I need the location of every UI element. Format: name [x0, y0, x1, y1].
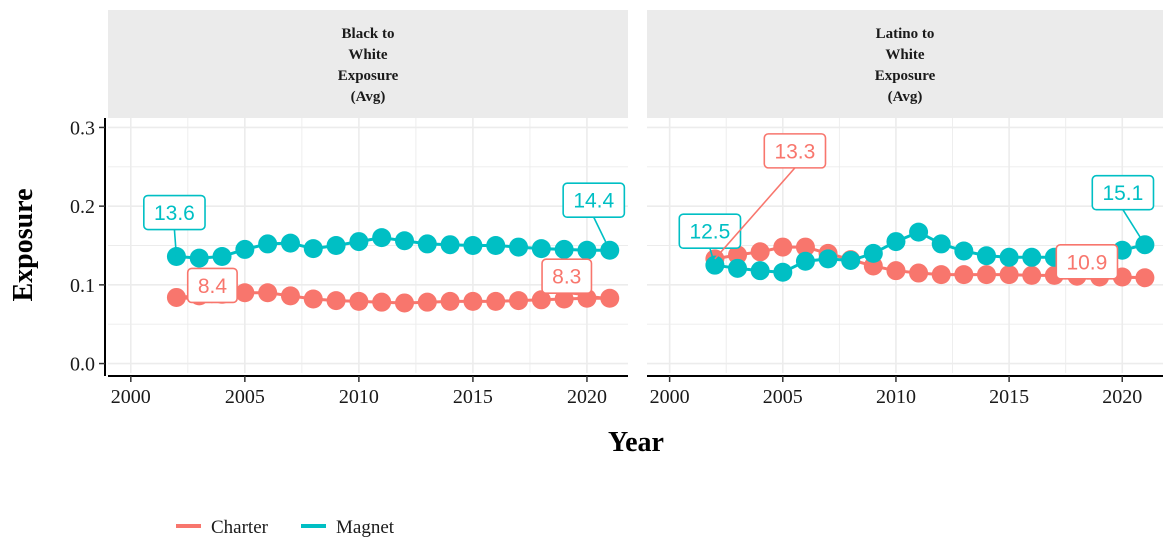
x-tick-label: 2015	[989, 386, 1029, 408]
data-point-charter	[304, 290, 323, 309]
data-point-magnet	[819, 249, 838, 268]
x-tick-label: 2000	[650, 386, 690, 408]
data-point-magnet	[954, 242, 973, 261]
x-tick-label: 2000	[111, 386, 151, 408]
y-axis-title: Exposure	[8, 188, 39, 301]
data-point-magnet	[213, 247, 232, 266]
facet-strip-title-line: Latino to	[876, 26, 935, 42]
data-point-charter	[932, 265, 951, 284]
data-point-charter	[1022, 266, 1041, 285]
data-point-magnet	[327, 236, 346, 255]
data-point-charter	[463, 292, 482, 311]
x-tick-label: 2005	[225, 386, 265, 408]
data-point-charter	[441, 292, 460, 311]
data-point-charter	[486, 292, 505, 311]
data-point-charter	[395, 293, 414, 312]
data-point-magnet	[864, 244, 883, 263]
value-label-text: 8.3	[552, 266, 581, 289]
y-tick-label: 0.0	[70, 354, 95, 376]
value-label-text: 13.6	[154, 202, 195, 225]
data-point-charter	[281, 286, 300, 305]
data-point-magnet	[1000, 248, 1019, 267]
data-point-charter	[977, 265, 996, 284]
data-point-charter	[258, 283, 277, 302]
data-point-charter	[773, 238, 792, 257]
panels-layer: Black to White Exposure (Avg) 0.0 0.1 0.2 0.3 20…	[70, 10, 1163, 408]
data-point-magnet	[190, 249, 209, 268]
y-tick-label: 0.1	[70, 275, 95, 297]
data-point-charter	[418, 293, 437, 312]
facet-strip-title-line: (Avg)	[888, 89, 923, 105]
data-point-charter	[372, 293, 391, 312]
data-point-magnet	[728, 259, 747, 278]
data-point-magnet	[577, 241, 596, 260]
value-label-charter: 8.3	[542, 259, 610, 298]
value-label-text: 15.1	[1102, 182, 1143, 205]
data-point-charter	[751, 242, 770, 261]
data-point-magnet	[886, 232, 905, 251]
facet-strip-title-line: White	[348, 47, 388, 63]
value-label-text: 8.4	[198, 275, 228, 298]
data-point-magnet	[841, 251, 860, 270]
data-point-magnet	[395, 231, 414, 250]
data-point-magnet	[796, 252, 815, 271]
data-point-magnet	[349, 232, 368, 251]
data-point-charter	[954, 265, 973, 284]
data-point-magnet	[258, 234, 277, 253]
facet-strip-title-line: (Avg)	[351, 89, 386, 105]
data-point-magnet	[751, 261, 770, 280]
data-point-charter	[1000, 265, 1019, 284]
data-point-magnet	[555, 240, 574, 259]
data-point-magnet	[909, 223, 928, 242]
data-point-magnet	[977, 246, 996, 265]
value-label-text: 14.4	[573, 190, 614, 213]
legend-label-charter: Charter	[211, 517, 269, 538]
data-point-charter	[886, 261, 905, 280]
facet-panel-1: Black to White Exposure (Avg) 0.0 0.1 0.2 0.3 20…	[70, 10, 628, 408]
facet-strip-title-line: White	[885, 47, 925, 63]
data-point-charter	[349, 292, 368, 311]
data-point-charter	[509, 291, 528, 310]
facet-strip-title-line: Black to	[342, 26, 395, 42]
data-point-magnet	[532, 239, 551, 258]
value-label-text: 10.9	[1066, 251, 1107, 274]
data-point-magnet	[235, 240, 254, 259]
facet-strip-title-line: Exposure	[338, 68, 399, 84]
value-label-text: 12.5	[689, 221, 730, 244]
data-point-charter	[327, 291, 346, 310]
x-tick-label: 2015	[453, 386, 493, 408]
x-tick-label: 2020	[1102, 386, 1142, 408]
data-point-magnet	[441, 235, 460, 254]
data-point-charter	[909, 264, 928, 283]
x-tick-label: 2005	[763, 386, 803, 408]
data-point-magnet	[304, 239, 323, 258]
legend: Charter Magnet	[176, 517, 395, 538]
data-point-magnet	[418, 234, 437, 253]
y-tick-label: 0.3	[70, 117, 95, 139]
x-axis-title: Year	[608, 427, 664, 458]
facet-panel-2: Latino to White Exposure (Avg) 2000 2005 2010 2…	[647, 10, 1163, 408]
data-point-magnet	[486, 236, 505, 255]
data-point-magnet	[932, 234, 951, 253]
x-tick-label: 2020	[567, 386, 607, 408]
data-point-magnet	[1022, 248, 1041, 267]
data-point-magnet	[372, 228, 391, 247]
data-point-charter	[235, 283, 254, 302]
x-tick-label: 2010	[339, 386, 379, 408]
y-tick-label: 0.2	[70, 196, 95, 218]
data-point-magnet	[281, 234, 300, 253]
value-label-magnet: 14.4	[563, 183, 624, 250]
legend-label-magnet: Magnet	[336, 517, 395, 538]
facet-strip-title-line: Exposure	[875, 68, 936, 84]
data-point-magnet	[509, 238, 528, 257]
data-point-magnet	[773, 263, 792, 282]
data-point-magnet	[463, 236, 482, 255]
x-tick-label: 2010	[876, 386, 916, 408]
value-label-connector	[1123, 210, 1145, 245]
value-label-text: 13.3	[774, 140, 815, 163]
